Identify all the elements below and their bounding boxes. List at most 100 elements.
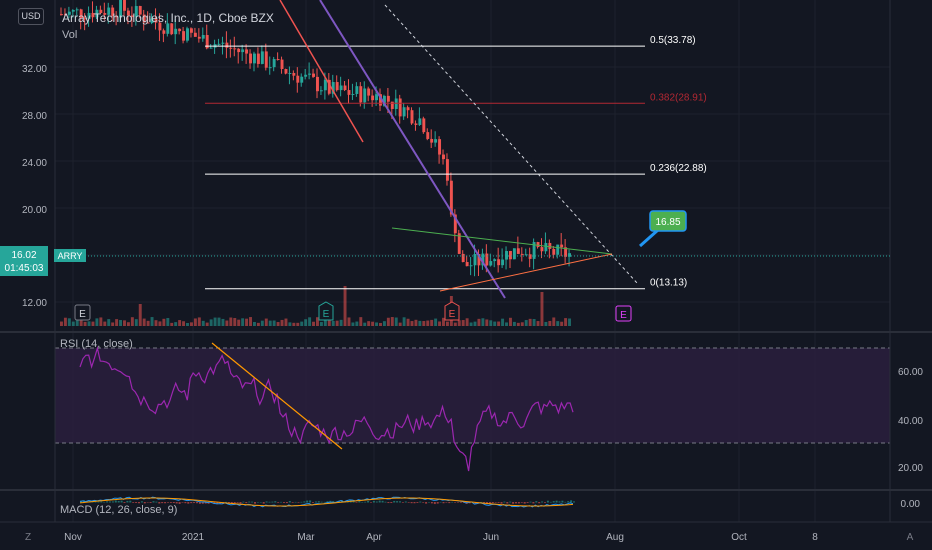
candle-body bbox=[189, 28, 193, 33]
rsi-band bbox=[55, 348, 890, 443]
volume-bar bbox=[158, 321, 162, 326]
macd-histogram-bar bbox=[378, 500, 381, 503]
trendline-green-upper[interactable] bbox=[391, 227, 613, 255]
volume-bar bbox=[280, 319, 284, 326]
candle-body bbox=[304, 74, 308, 77]
auto-scale-button[interactable]: A bbox=[907, 532, 914, 543]
macd-histogram-bar bbox=[515, 502, 517, 504]
volume-bars bbox=[60, 286, 571, 326]
macd-label[interactable]: MACD (12, 26, close, 9) bbox=[60, 504, 177, 516]
volume-bar bbox=[252, 321, 256, 326]
volume-bar bbox=[343, 286, 347, 326]
candle-body bbox=[359, 86, 363, 103]
trendline-orange-lower[interactable] bbox=[439, 253, 613, 292]
rsi-label[interactable]: RSI (14, close) bbox=[60, 338, 133, 350]
candle-body bbox=[138, 6, 142, 15]
macd-histogram-bar bbox=[251, 501, 254, 503]
candle-body bbox=[142, 14, 146, 23]
symbol-title[interactable]: Array Technologies, Inc., 1D, Cboe BZX bbox=[62, 11, 274, 25]
trendline-dashed-white[interactable] bbox=[384, 4, 638, 284]
earnings-marker-4[interactable]: E bbox=[615, 305, 632, 322]
candle-body bbox=[99, 9, 103, 14]
macd-histogram-bar bbox=[303, 501, 306, 503]
volume-bar bbox=[115, 319, 119, 326]
macd-histogram-bar bbox=[425, 502, 428, 504]
earnings-marker-2[interactable]: E bbox=[318, 301, 334, 321]
volume-label[interactable]: Vol bbox=[62, 29, 77, 41]
earnings-marker-3[interactable]: E bbox=[444, 301, 460, 321]
candle-body bbox=[233, 48, 237, 50]
macd-histogram-bar bbox=[564, 501, 567, 503]
macd-histogram-bar bbox=[175, 502, 178, 504]
volume-bar bbox=[193, 318, 197, 326]
symbol-tag[interactable] bbox=[54, 249, 86, 262]
candle-body bbox=[367, 88, 371, 96]
volume-bar bbox=[87, 321, 91, 326]
macd-histogram-bar bbox=[413, 502, 416, 504]
volume-bar bbox=[182, 321, 186, 326]
currency-button[interactable]: USD bbox=[18, 8, 44, 25]
earnings-marker-1[interactable]: E bbox=[74, 304, 91, 321]
volume-bar bbox=[272, 320, 276, 326]
volume-bar bbox=[363, 322, 367, 326]
candle-body bbox=[134, 6, 138, 17]
volume-bar bbox=[63, 317, 67, 326]
macd-histogram-bar bbox=[546, 500, 549, 503]
volume-bar bbox=[67, 318, 71, 326]
volume-bar bbox=[331, 320, 335, 326]
macd-histogram-bar bbox=[117, 500, 120, 503]
candle-body bbox=[107, 7, 111, 15]
macd-histogram-bar bbox=[561, 500, 564, 503]
candle-body bbox=[288, 73, 292, 75]
macd-histogram-bar bbox=[404, 501, 407, 503]
macd-histogram-bar bbox=[506, 502, 509, 504]
macd-histogram-bar bbox=[216, 502, 219, 505]
candle-body bbox=[505, 251, 508, 260]
macd-histogram-bar bbox=[451, 501, 454, 503]
macd-histogram-bar bbox=[390, 502, 393, 504]
fib-levels[interactable]: 0.5(33.78) 0.382(28.91) 0.236(22.88) 0(13.1… bbox=[205, 35, 707, 290]
macd-histogram-bar bbox=[509, 501, 512, 503]
candle-body bbox=[276, 59, 280, 61]
candle-body bbox=[209, 47, 213, 49]
current-price-value: 16.02 bbox=[11, 250, 36, 261]
candle-body bbox=[130, 15, 134, 17]
svg-text:E: E bbox=[449, 309, 456, 320]
volume-bar bbox=[540, 292, 544, 326]
volume-bar bbox=[138, 304, 142, 326]
volume-bar bbox=[489, 320, 493, 326]
rsi-trendline-orange[interactable] bbox=[211, 342, 343, 450]
macd-histogram-bar bbox=[399, 501, 401, 503]
candle-body bbox=[453, 214, 457, 234]
macd-histogram-bar bbox=[309, 500, 312, 503]
volume-bar bbox=[268, 320, 272, 326]
macd-histogram-bar bbox=[268, 501, 271, 503]
trendline-purple-channel[interactable] bbox=[319, 0, 506, 299]
volume-bar bbox=[130, 317, 134, 326]
volume-bar bbox=[477, 318, 481, 326]
volume-bar bbox=[111, 322, 115, 326]
macd-histogram-bar bbox=[114, 500, 117, 503]
macd-histogram-bar bbox=[184, 502, 187, 504]
macd-histogram-bar bbox=[338, 500, 341, 503]
macd-histogram-bar bbox=[459, 502, 462, 503]
macd-histogram-bar bbox=[488, 502, 491, 505]
candle-body bbox=[237, 48, 241, 53]
volume-bar bbox=[264, 318, 268, 326]
candle-body bbox=[123, 0, 126, 11]
volume-bar bbox=[390, 317, 394, 326]
volume-bar bbox=[508, 317, 512, 326]
candle-body bbox=[398, 98, 402, 117]
fib-label-0: 0.5(33.78) bbox=[650, 35, 696, 46]
volume-bar bbox=[473, 321, 477, 326]
callout-box[interactable] bbox=[649, 210, 687, 232]
candle-body bbox=[418, 118, 422, 125]
macd-histogram-bar bbox=[538, 502, 541, 504]
timezone-button[interactable]: Z bbox=[25, 532, 31, 543]
volume-bar bbox=[119, 320, 123, 326]
trendline-red-channel[interactable] bbox=[279, 0, 364, 143]
macd-histogram-bar bbox=[120, 500, 123, 503]
macd-histogram-bar bbox=[419, 501, 422, 503]
macd-histogram-bar bbox=[265, 501, 268, 503]
